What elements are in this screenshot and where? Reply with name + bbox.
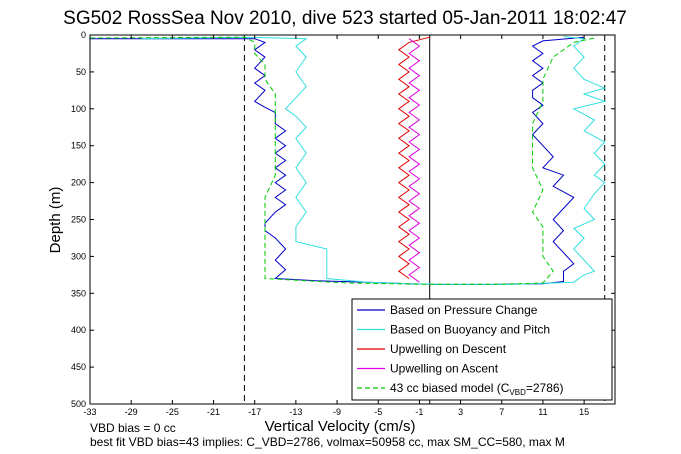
legend-label: Based on Buoyancy and Pitch xyxy=(390,323,550,337)
x-tick-label: -1 xyxy=(415,407,423,417)
legend: Based on Pressure Change Based on Buoyanc… xyxy=(351,298,613,401)
x-tick-label: -33 xyxy=(83,407,96,417)
y-tick-label: 500 xyxy=(71,399,86,409)
legend-label: Based on Pressure Change xyxy=(390,303,538,317)
y-tick-label: 350 xyxy=(71,288,86,298)
legend-label: Upwelling on Ascent xyxy=(390,362,499,376)
x-tick-label: 3 xyxy=(458,407,463,417)
series-line-0 xyxy=(90,36,585,285)
y-tick-label: 0 xyxy=(81,30,86,40)
y-axis-label: Depth (m) xyxy=(47,187,64,254)
y-axis-ticks: 0 50 100 150 200 250 300 350 400 450 500 xyxy=(71,30,615,409)
footnote-vbd-bias: VBD bias = 0 cc xyxy=(90,421,176,435)
x-tick-label: -13 xyxy=(289,407,302,417)
series-lines xyxy=(89,36,607,285)
y-tick-label: 50 xyxy=(76,67,86,77)
y-tick-label: 150 xyxy=(71,141,86,151)
legend-items: Based on Pressure Change Based on Buoyanc… xyxy=(357,303,564,397)
x-tick-label: 15 xyxy=(579,407,589,417)
y-tick-label: 250 xyxy=(71,215,86,225)
series-line-2 xyxy=(397,36,430,279)
x-tick-label: -17 xyxy=(248,407,261,417)
legend-box xyxy=(351,298,613,401)
series-line-4 xyxy=(89,36,595,285)
x-axis-label: Vertical Velocity (cm/s) xyxy=(265,418,416,435)
y-tick-label: 100 xyxy=(71,104,86,114)
x-tick-label: 11 xyxy=(538,407,547,417)
x-tick-label: -25 xyxy=(166,407,179,417)
x-tick-label: -21 xyxy=(207,407,220,417)
legend-label: 43 cc biased model (CVBD=2786) xyxy=(390,381,564,397)
footnote-best-fit: best fit VBD bias=43 implies: C_VBD=2786… xyxy=(90,435,565,449)
x-tick-label: 7 xyxy=(499,407,504,417)
x-tick-label: -9 xyxy=(333,407,341,417)
y-tick-label: 450 xyxy=(71,362,86,372)
series-line-1 xyxy=(141,36,607,285)
y-tick-label: 200 xyxy=(71,178,86,188)
x-axis-ticks: -33 -29 -25 -21 -17 -13 -9 -5 -1 3 7 11 15 xyxy=(83,35,589,417)
series-line-3 xyxy=(408,38,421,283)
y-tick-label: 400 xyxy=(71,325,86,335)
legend-label: Upwelling on Descent xyxy=(390,342,507,356)
x-tick-label: -5 xyxy=(374,407,382,417)
chart-title: SG502 RossSea Nov 2010, dive 523 started… xyxy=(63,8,627,29)
x-tick-label: -29 xyxy=(125,407,138,417)
y-tick-label: 300 xyxy=(71,251,86,261)
